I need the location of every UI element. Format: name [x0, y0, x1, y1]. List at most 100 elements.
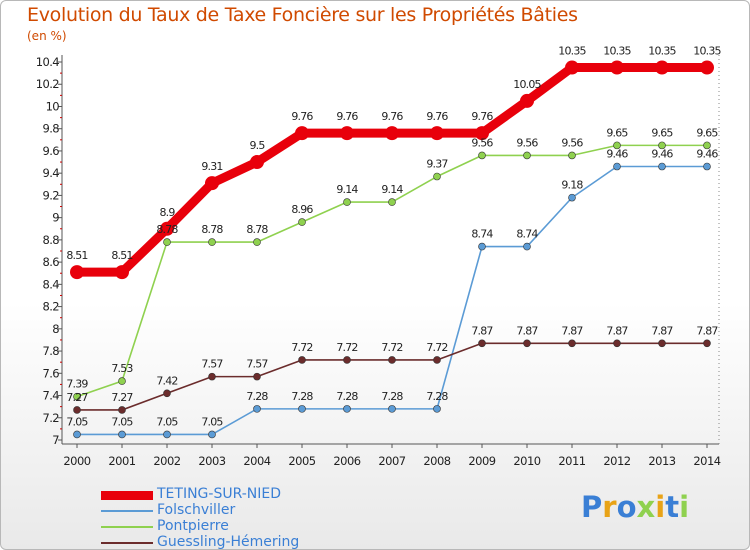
- series-2-data-label: 9.65: [696, 126, 718, 139]
- x-tick-label: 2011: [558, 454, 585, 468]
- series-0-point: [250, 155, 264, 170]
- series-3-data-label: 7.72: [336, 341, 357, 354]
- series-3-point: [523, 339, 531, 348]
- series-3-data-label: 7.87: [561, 324, 583, 337]
- legend-swatch: [101, 510, 153, 512]
- series-3-data-label: 7.72: [381, 341, 402, 354]
- y-tick-label: 8.6: [43, 255, 60, 269]
- series-1-data-label: 7.28: [246, 390, 268, 403]
- series-2-point: [568, 151, 576, 160]
- logo-letter: r: [602, 490, 617, 524]
- series-1-point: [523, 242, 531, 251]
- logo-letter: P: [581, 490, 603, 524]
- series-0-data-label: 10.35: [558, 45, 586, 58]
- legend-label: TETING-SUR-NIED: [157, 486, 282, 502]
- y-tick-label: 9.8: [43, 122, 60, 136]
- x-tick-label: 2007: [378, 454, 405, 468]
- series-3-point: [703, 339, 711, 348]
- series-0-point: [205, 176, 219, 191]
- series-2-point: [343, 198, 351, 206]
- series-1-point: [118, 430, 126, 439]
- series-2-data-label: 9.56: [471, 136, 493, 149]
- legend-swatch: [101, 491, 153, 500]
- series-1-point: [658, 162, 666, 171]
- series-3-point: [388, 356, 396, 364]
- series-0-data-label: 9.76: [471, 110, 493, 123]
- series-1-point: [613, 162, 621, 171]
- legend-label: Guessling-Hémering: [157, 534, 300, 550]
- series-3-point: [568, 339, 576, 348]
- x-tick-label: 2005: [288, 454, 315, 468]
- y-tick-label: 7: [52, 433, 59, 447]
- series-1-data-label: 9.46: [696, 148, 718, 161]
- series-0-point: [295, 126, 309, 141]
- series-0-data-label: 9.76: [381, 110, 403, 123]
- y-tick-label: 7.4: [43, 389, 60, 403]
- series-0-data-label: 8.9: [159, 206, 175, 219]
- series-0-point: [565, 60, 579, 75]
- series-2-data-label: 7.53: [111, 362, 133, 375]
- series-3-point: [613, 339, 621, 348]
- series-3-point: [298, 356, 306, 364]
- series-points: [70, 60, 714, 439]
- legend-swatch: [101, 542, 153, 544]
- x-tick-label: 2014: [693, 454, 720, 468]
- y-tick-label: 7.2: [43, 411, 60, 425]
- series-3-point: [658, 339, 666, 348]
- y-axis-unit-label: (en %): [27, 29, 67, 43]
- legend-swatch: [101, 526, 153, 528]
- series-3-data-label: 7.87: [696, 324, 718, 337]
- series-1-data-label: 9.46: [651, 148, 673, 161]
- x-tick-label: 2012: [603, 454, 630, 468]
- x-tick-label: 2009: [468, 454, 495, 468]
- series-1-point: [163, 430, 171, 439]
- y-tick-label: 10.2: [36, 77, 59, 91]
- x-tick-label: 2003: [198, 454, 225, 468]
- series-0-data-label: 8.51: [66, 249, 87, 262]
- series-0-data-label: 10.05: [513, 78, 541, 91]
- series-2-point: [118, 377, 126, 385]
- series-1-data-label: 7.05: [201, 415, 223, 428]
- logo-letter: t: [665, 490, 680, 524]
- series-3-data-label: 7.42: [156, 374, 177, 387]
- series-2-point: [523, 151, 531, 160]
- series-2-point: [613, 141, 621, 150]
- series-2-data-label: 9.56: [516, 136, 538, 149]
- series-0-point: [340, 126, 354, 141]
- series-1-point: [703, 162, 711, 171]
- logo-letter: x: [636, 490, 656, 524]
- series-1-point: [298, 405, 306, 413]
- series-1-point: [433, 405, 441, 413]
- series-1-data-label: 7.05: [156, 415, 178, 428]
- series-2-point: [433, 172, 441, 181]
- series-0-point: [115, 265, 129, 280]
- y-tick-label: 8.4: [43, 277, 60, 291]
- y-tick-label: 9.6: [43, 144, 60, 158]
- x-tick-label: 2010: [513, 454, 540, 468]
- x-tick-label: 2006: [333, 454, 360, 468]
- series-2-data-label: 9.14: [381, 183, 403, 196]
- series-2-point: [478, 151, 486, 160]
- series-2-data-label: 8.96: [291, 203, 313, 216]
- series-2-point: [253, 238, 261, 246]
- series-0-point: [475, 126, 489, 141]
- logo-letter: i: [655, 490, 666, 524]
- series-2-data-label: 9.56: [561, 136, 583, 149]
- series-0-data-label: 10.35: [648, 45, 676, 58]
- series-3-point: [208, 372, 216, 381]
- series-1-data-label: 8.74: [516, 228, 538, 241]
- series-2-point: [298, 218, 306, 226]
- y-tick-label: 7.6: [43, 366, 60, 380]
- series-0-data-label: 10.35: [603, 45, 631, 58]
- series-0-data-label: 10.35: [693, 45, 721, 58]
- series-0-data-label: 9.76: [291, 110, 313, 123]
- series-0-point: [385, 126, 399, 141]
- series-0-point: [700, 60, 714, 75]
- chart-title: Evolution du Taux de Taxe Foncière sur l…: [27, 4, 578, 26]
- series-2-point: [703, 141, 711, 150]
- series-1-data-label: 8.74: [471, 228, 493, 241]
- series-3-data-label: 7.87: [651, 324, 673, 337]
- series-1-data-label: 7.28: [291, 390, 313, 403]
- series-0-point: [70, 265, 84, 280]
- logo-letter: i: [679, 490, 690, 524]
